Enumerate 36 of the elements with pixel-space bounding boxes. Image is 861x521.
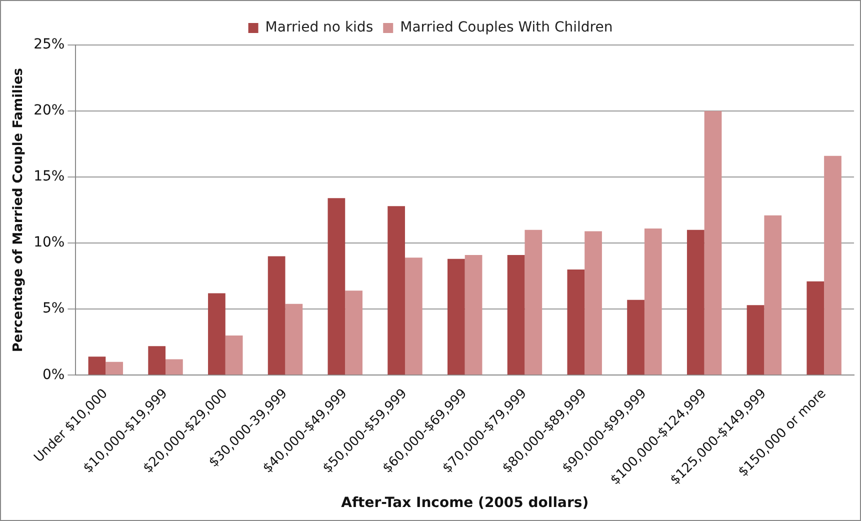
bar	[806, 281, 824, 375]
y-tick-label: 10%	[34, 234, 65, 251]
bar	[567, 269, 585, 375]
bar	[388, 206, 405, 375]
bar	[584, 231, 602, 375]
bar	[524, 230, 542, 375]
y-axis-title: Percentage of Married Couple Families	[11, 68, 26, 352]
bar	[644, 228, 662, 375]
bar	[106, 362, 124, 375]
legend-label: Married no kids	[265, 20, 374, 36]
bar	[404, 258, 422, 375]
bar	[268, 256, 286, 375]
bar	[764, 215, 782, 375]
bar	[225, 336, 243, 375]
bar	[447, 258, 465, 375]
bar	[148, 346, 166, 375]
legend-label: Married Couples With Children	[400, 20, 613, 36]
bar	[627, 300, 644, 375]
x-axis-title: After-Tax Income (2005 dollars)	[341, 495, 589, 512]
y-tick-label: 0%	[42, 366, 65, 383]
bar	[328, 198, 346, 375]
bar	[285, 304, 303, 375]
y-tick-label: 15%	[34, 168, 65, 185]
bar	[746, 305, 764, 375]
bar	[824, 156, 842, 375]
bar	[345, 290, 362, 375]
bar	[208, 293, 226, 375]
bar	[686, 230, 704, 375]
y-tick-label: 25%	[34, 36, 65, 53]
bar	[166, 359, 183, 375]
bar	[704, 111, 722, 375]
bar	[88, 356, 106, 375]
y-tick-label: 5%	[42, 300, 65, 317]
y-tick-label: 20%	[34, 102, 65, 119]
bar	[507, 254, 525, 375]
bar	[464, 254, 482, 375]
